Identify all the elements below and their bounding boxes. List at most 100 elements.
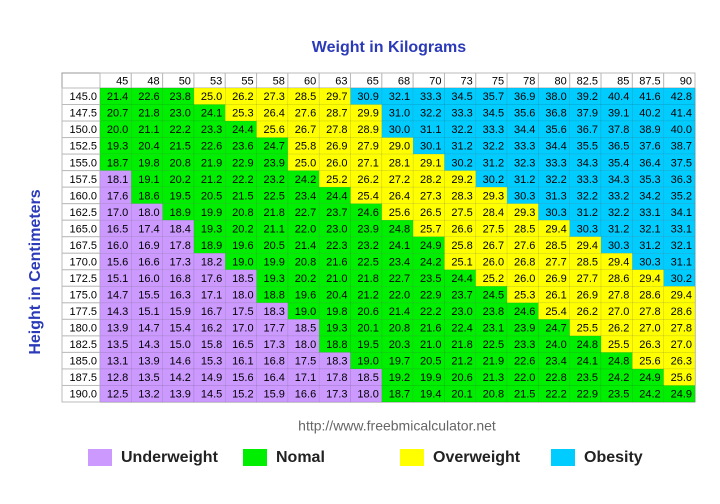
bmi-value: 39.1 [608,108,629,120]
row-header: 165.0 [69,223,97,235]
bmi-value: 26.8 [514,256,535,268]
bmi-value: 18.0 [357,389,378,401]
bmi-value: 20.0 [107,124,128,136]
legend-swatch [400,449,424,466]
bmi-value: 33.3 [577,174,598,186]
bmi-value: 21.8 [451,339,472,351]
bmi-value: 18.0 [138,207,159,219]
legend-swatch [88,449,112,466]
bmi-value: 24.2 [420,256,441,268]
bmi-value: 34.5 [483,108,504,120]
bmi-value: 16.5 [232,339,253,351]
bmi-value: 20.1 [451,389,472,401]
bmi-value: 29.3 [483,190,504,202]
bmi-value: 32.2 [577,190,598,202]
bmi-value: 24.8 [577,339,598,351]
bmi-value: 25.6 [263,124,284,136]
bmi-value: 19.3 [201,223,222,235]
bmi-value: 26.0 [326,157,347,169]
bmi-value: 21.6 [326,256,347,268]
bmi-value: 14.9 [201,372,222,384]
bmi-value: 17.3 [326,389,347,401]
bmi-value: 22.8 [545,372,566,384]
bmi-value: 29.4 [545,223,566,235]
bmi-value: 25.0 [295,157,316,169]
bmi-value: 20.8 [232,207,253,219]
column-header: 87.5 [639,75,660,87]
bmi-value: 22.6 [201,141,222,153]
bmi-value: 27.0 [671,339,692,351]
row-header: 187.5 [69,372,97,384]
bmi-value: 34.4 [545,141,566,153]
bmi-value: 33.1 [639,207,660,219]
bmi-value: 18.2 [201,256,222,268]
bmi-value: 21.6 [420,323,441,335]
bmi-value: 18.0 [232,289,253,301]
bmi-value: 29.4 [577,240,598,252]
bmi-value: 14.7 [138,323,159,335]
bmi-value: 41.6 [639,91,660,103]
bmi-value: 22.7 [295,207,316,219]
bmi-value: 41.4 [671,108,692,120]
bmi-value: 24.8 [389,223,410,235]
bmi-value: 24.6 [514,306,535,318]
bmi-value: 18.9 [201,240,222,252]
bmi-value: 31.1 [671,256,692,268]
y-axis-label: Height in Centimeters [27,189,44,354]
bmi-value: 25.3 [514,289,535,301]
bmi-value: 21.8 [357,273,378,285]
bmi-value: 31.2 [483,157,504,169]
bmi-value: 36.9 [514,91,535,103]
bmi-value: 19.1 [138,174,159,186]
bmi-value: 27.8 [639,306,660,318]
row-header: 167.5 [69,240,97,252]
bmi-value: 32.2 [451,124,472,136]
bmi-value: 15.2 [232,389,253,401]
bmi-value: 34.5 [451,91,472,103]
bmi-value: 31.2 [639,240,660,252]
column-header: 73 [461,75,473,87]
bmi-value: 15.0 [170,339,191,351]
column-header: 48 [147,75,159,87]
column-header: 75 [492,75,504,87]
bmi-value: 30.3 [608,240,629,252]
row-header: 177.5 [69,306,97,318]
bmi-value: 20.8 [389,323,410,335]
bmi-value: 21.4 [389,306,410,318]
bmi-value: 18.4 [170,223,191,235]
bmi-cell [663,269,696,287]
bmi-value: 20.5 [420,356,441,368]
bmi-value: 35.4 [608,157,629,169]
bmi-value: 20.8 [170,157,191,169]
bmi-value: 16.6 [138,256,159,268]
bmi-value: 16.3 [170,289,191,301]
bmi-value: 14.5 [201,389,222,401]
bmi-value: 22.2 [545,389,566,401]
bmi-value: 20.6 [451,372,472,384]
bmi-value: 40.2 [639,108,660,120]
legend-label: Underweight [121,449,219,466]
bmi-value: 25.5 [608,339,629,351]
bmi-value: 25.4 [545,306,566,318]
bmi-value: 17.7 [263,323,284,335]
bmi-value: 14.3 [107,306,128,318]
bmi-value: 23.5 [608,389,629,401]
bmi-value: 18.7 [389,389,410,401]
bmi-value: 19.0 [295,306,316,318]
bmi-value: 28.7 [326,108,347,120]
bmi-value: 16.8 [263,356,284,368]
bmi-value: 26.2 [577,306,598,318]
bmi-value: 19.2 [389,372,410,384]
bmi-value: 17.5 [232,306,253,318]
bmi-value: 23.8 [170,91,191,103]
column-header: 63 [335,75,347,87]
bmi-value: 28.1 [389,157,410,169]
bmi-value: 31.2 [514,174,535,186]
column-header: 65 [367,75,379,87]
bmi-value: 35.2 [671,190,692,202]
url: http://www.freebmicalculator.net [298,418,496,434]
bmi-value: 19.8 [326,306,347,318]
bmi-value: 13.9 [138,356,159,368]
bmi-cell [506,385,539,403]
bmi-value: 18.3 [326,356,347,368]
